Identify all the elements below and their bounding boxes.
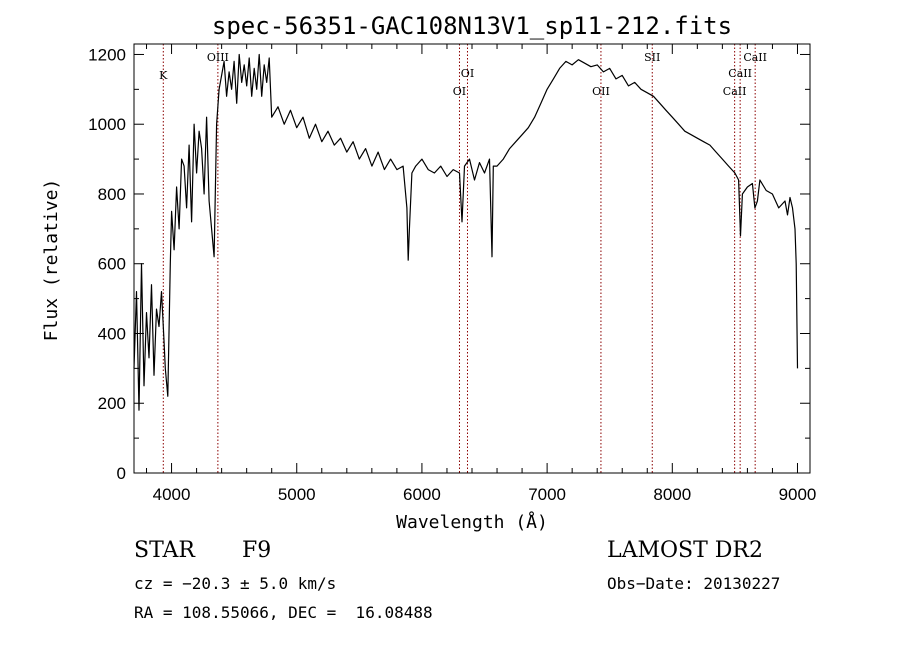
- x-axis-label: Wavelength (Å): [396, 511, 548, 533]
- redshift-text: cz = −20.3 ± 5.0 km/s: [134, 574, 337, 593]
- spectral-line-label: CaII: [728, 67, 752, 80]
- object-class: STAR: [134, 538, 195, 563]
- y-tick-label: 200: [98, 394, 126, 413]
- spectral-line-label: OI: [461, 67, 474, 80]
- x-tick-label: 9000: [779, 485, 817, 504]
- x-tick-label: 4000: [153, 485, 191, 504]
- y-tick-label: 0: [117, 464, 126, 483]
- spectrum-line: [133, 53, 799, 411]
- spectral-line-label: OIII: [207, 51, 229, 64]
- spectral-line-label: SII: [644, 51, 660, 64]
- spectral-line-label: CaII: [743, 51, 767, 64]
- x-tick-label: 8000: [653, 485, 691, 504]
- chart-title: spec-56351-GAC108N13V1_sp11-212.fits: [212, 12, 732, 40]
- obs-date-text: Obs−Date: 20130227: [607, 574, 781, 593]
- y-tick-label: 1200: [88, 45, 126, 64]
- y-tick-label: 400: [98, 324, 126, 343]
- spectral-line-label: K: [159, 69, 168, 82]
- object-subclass: F9: [242, 538, 272, 563]
- spectral-line-label: CaII: [723, 85, 747, 98]
- plot-area: 4000 5000 6000 7000 8000 9000 0 200 400 600 800 100…: [88, 44, 816, 504]
- y-axis-label: Flux (relative): [41, 179, 62, 342]
- y-tick-label: 800: [98, 185, 126, 204]
- x-tick-label: 5000: [278, 485, 316, 504]
- x-tick-label: 7000: [528, 485, 566, 504]
- x-tick-label: 6000: [403, 485, 441, 504]
- y-tick-label: 600: [98, 255, 126, 274]
- spectral-line-label: OI: [453, 85, 466, 98]
- spectral-line-label: OII: [592, 85, 610, 98]
- plot-frame: [133, 43, 811, 474]
- y-tick-label: 1000: [88, 115, 126, 134]
- survey-name: LAMOST DR2: [607, 538, 763, 563]
- coordinates-text: RA = 108.55066, DEC = 16.08488: [134, 603, 433, 622]
